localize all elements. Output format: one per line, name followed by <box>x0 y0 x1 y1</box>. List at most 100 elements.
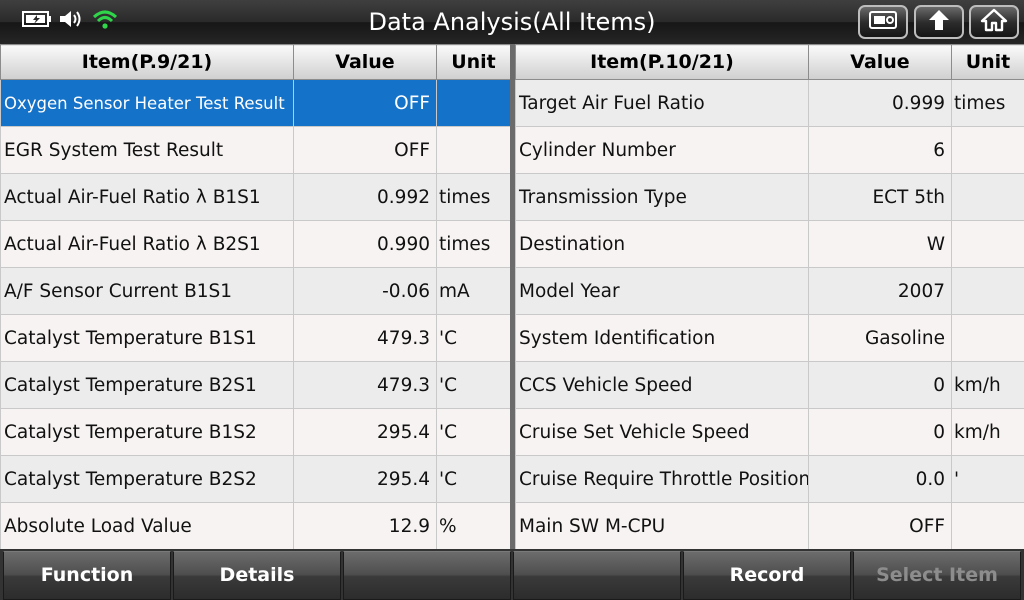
row-value: 6 <box>808 126 952 174</box>
table-row[interactable]: Cylinder Number 6 <box>515 126 1024 174</box>
table-header-row: Item(P.9/21) Value Unit <box>0 44 511 80</box>
column-header-item[interactable]: Item(P.10/21) <box>515 44 809 80</box>
back-button[interactable] <box>914 5 964 39</box>
record-button[interactable]: Record <box>683 551 851 600</box>
row-value: 12.9 <box>293 502 437 550</box>
table-row[interactable]: Main SW M-CPU OFF <box>515 502 1024 550</box>
table-row[interactable]: CCS Vehicle Speed 0 km/h <box>515 361 1024 409</box>
row-unit: 'C <box>436 455 511 503</box>
wifi-icon[interactable] <box>92 8 118 34</box>
column-header-value: Value <box>293 44 437 80</box>
row-item-name: CCS Vehicle Speed <box>515 361 809 409</box>
function-button[interactable]: Function <box>3 551 171 600</box>
row-unit <box>951 502 1024 550</box>
screenshot-icon <box>868 9 898 35</box>
select-item-button[interactable]: Select Item <box>853 551 1021 600</box>
table-row[interactable]: Actual Air-Fuel Ratio λ B1S1 0.992 times <box>0 173 511 221</box>
row-item-name: A/F Sensor Current B1S1 <box>0 267 294 315</box>
table-row[interactable]: A/F Sensor Current B1S1 -0.06 mA <box>0 267 511 315</box>
table-row[interactable]: Catalyst Temperature B2S1 479.3 'C <box>0 361 511 409</box>
table-row[interactable]: Transmission Type ECT 5th <box>515 173 1024 221</box>
row-value: OFF <box>293 126 437 174</box>
row-value: 0 <box>808 408 952 456</box>
row-value: W <box>808 220 952 268</box>
row-item-name: Catalyst Temperature B2S2 <box>0 455 294 503</box>
table-row[interactable]: Catalyst Temperature B2S2 295.4 'C <box>0 455 511 503</box>
row-unit <box>436 79 511 127</box>
table-row[interactable]: EGR System Test Result OFF <box>0 126 511 174</box>
row-value: 479.3 <box>293 361 437 409</box>
row-unit: 'C <box>436 408 511 456</box>
row-item-name: Oxygen Sensor Heater Test Result <box>0 79 294 127</box>
row-item-name: Actual Air-Fuel Ratio λ B1S1 <box>0 173 294 221</box>
column-header-item[interactable]: Item(P.9/21) <box>0 44 294 80</box>
table-header-row: Item(P.10/21) Value Unit <box>515 44 1024 80</box>
row-value: 0.0 <box>808 455 952 503</box>
details-button[interactable]: Details <box>173 551 341 600</box>
row-unit <box>951 126 1024 174</box>
table-divider <box>510 44 515 549</box>
row-unit <box>951 220 1024 268</box>
row-item-name: Actual Air-Fuel Ratio λ B2S1 <box>0 220 294 268</box>
row-unit: 'C <box>436 314 511 362</box>
row-unit <box>436 126 511 174</box>
row-unit: times <box>436 173 511 221</box>
table-row[interactable]: System Identification Gasoline <box>515 314 1024 362</box>
row-value: OFF <box>808 502 952 550</box>
table-row[interactable]: Destination W <box>515 220 1024 268</box>
row-unit <box>951 267 1024 315</box>
row-item-name: Catalyst Temperature B2S1 <box>0 361 294 409</box>
row-item-name: Target Air Fuel Ratio <box>515 79 809 127</box>
table-row[interactable]: Model Year 2007 <box>515 267 1024 315</box>
page-title: Data Analysis(All Items) <box>368 8 656 36</box>
row-unit <box>951 173 1024 221</box>
table-row[interactable]: Oxygen Sensor Heater Test Result OFF <box>0 79 511 127</box>
column-header-value: Value <box>808 44 952 80</box>
screenshot-button[interactable] <box>858 5 908 39</box>
table-row[interactable]: Catalyst Temperature B1S1 479.3 'C <box>0 314 511 362</box>
table-row[interactable]: Target Air Fuel Ratio 0.999 times <box>515 79 1024 127</box>
row-value: 0.992 <box>293 173 437 221</box>
row-item-name: Cylinder Number <box>515 126 809 174</box>
row-item-name: Cruise Require Throttle Position <box>515 455 809 503</box>
row-unit <box>951 314 1024 362</box>
table-row[interactable]: Cruise Require Throttle Position 0.0 ' <box>515 455 1024 503</box>
row-value: 295.4 <box>293 408 437 456</box>
column-header-unit: Unit <box>951 44 1024 80</box>
row-item-name: Transmission Type <box>515 173 809 221</box>
row-unit: km/h <box>951 408 1024 456</box>
row-value: ECT 5th <box>808 173 952 221</box>
row-item-name: Catalyst Temperature B1S1 <box>0 314 294 362</box>
table-row[interactable]: Catalyst Temperature B1S2 295.4 'C <box>0 408 511 456</box>
row-value: 0.990 <box>293 220 437 268</box>
row-value: Gasoline <box>808 314 952 362</box>
home-button[interactable] <box>969 5 1019 39</box>
row-unit: ' <box>951 455 1024 503</box>
column-header-unit: Unit <box>436 44 511 80</box>
table-row[interactable]: Absolute Load Value 12.9% <box>0 502 511 550</box>
row-item-name: EGR System Test Result <box>0 126 294 174</box>
row-item-name: Model Year <box>515 267 809 315</box>
row-item-name: Catalyst Temperature B1S2 <box>0 408 294 456</box>
row-item-name: System Identification <box>515 314 809 362</box>
empty-button-2[interactable] <box>513 551 681 600</box>
bottom-toolbar: Function Details Record Select Item <box>0 549 1024 600</box>
left-data-table: Item(P.9/21) Value Unit Oxygen Sensor He… <box>0 44 511 550</box>
home-icon <box>980 8 1008 36</box>
row-value: 0 <box>808 361 952 409</box>
row-unit: times <box>951 79 1024 127</box>
row-unit: 'C <box>436 361 511 409</box>
right-data-table: Item(P.10/21) Value Unit Target Air Fuel… <box>515 44 1024 550</box>
table-row[interactable]: Actual Air-Fuel Ratio λ B2S1 0.990 times <box>0 220 511 268</box>
row-unit: mA <box>436 267 511 315</box>
row-value: -0.06 <box>293 267 437 315</box>
status-icons <box>22 8 118 34</box>
row-value: 295.4 <box>293 455 437 503</box>
row-value: OFF <box>293 79 437 127</box>
speaker-icon[interactable] <box>58 8 86 34</box>
row-item-name: Destination <box>515 220 809 268</box>
empty-button-1[interactable] <box>343 551 511 600</box>
table-row[interactable]: Cruise Set Vehicle Speed 0 km/h <box>515 408 1024 456</box>
row-item-name: Absolute Load Value <box>0 502 294 550</box>
row-value: 479.3 <box>293 314 437 362</box>
